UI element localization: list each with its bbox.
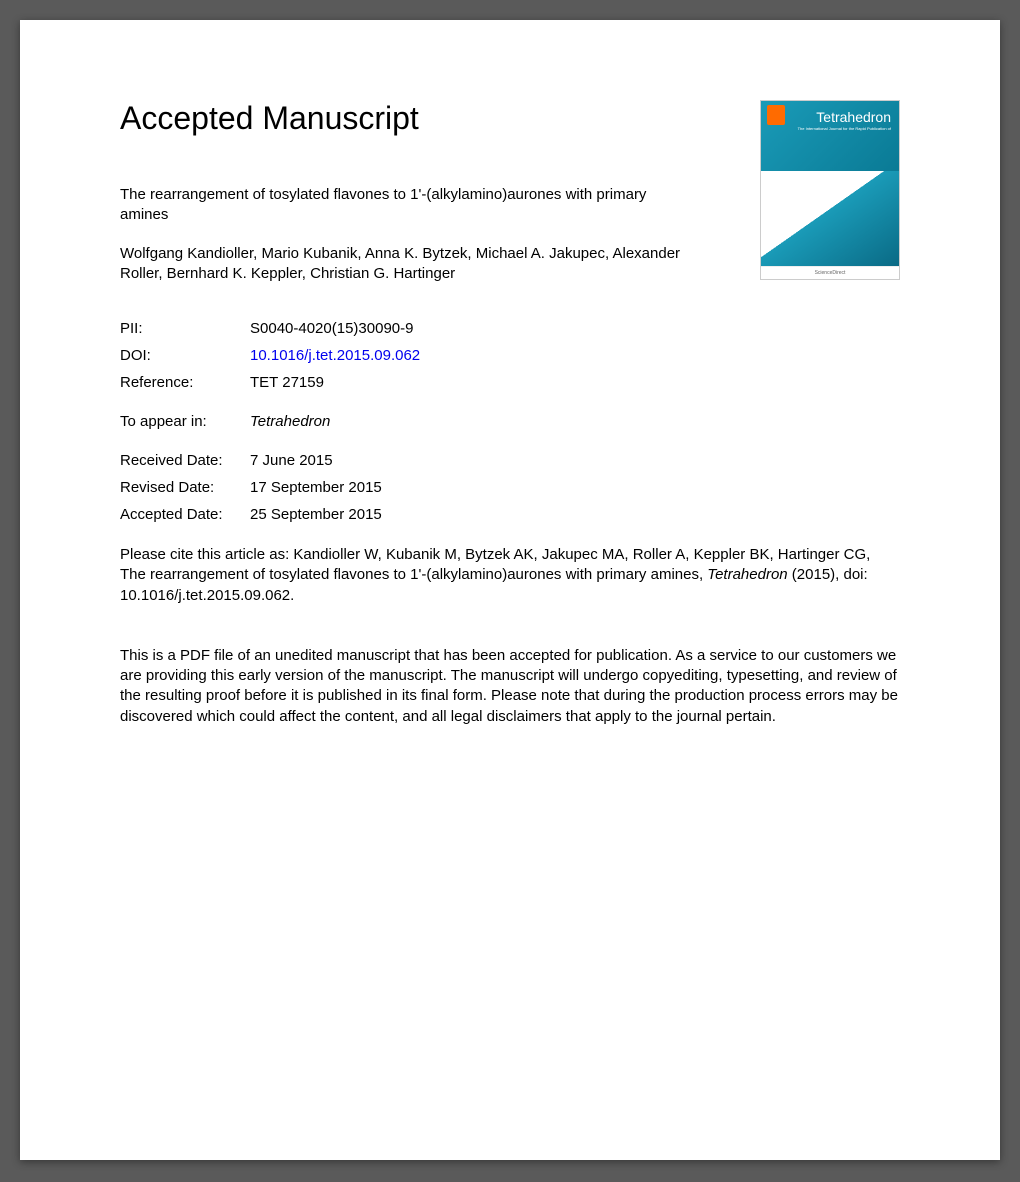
meta-row-doi: DOI: 10.1016/j.tet.2015.09.062 <box>120 347 900 364</box>
citation-journal: Tetrahedron <box>707 566 787 583</box>
meta-row-pii: PII: S0040-4020(15)30090-9 <box>120 320 900 337</box>
metadata-block-3: Received Date: 7 June 2015 Revised Date:… <box>120 452 900 523</box>
meta-label-accepted: Accepted Date: <box>120 506 250 523</box>
meta-label-pii: PII: <box>120 320 250 337</box>
cover-footer: ScienceDirect <box>761 266 899 280</box>
metadata-block-1: PII: S0040-4020(15)30090-9 DOI: 10.1016/… <box>120 320 900 391</box>
cover-header: Tetrahedron The International Journal fo… <box>761 101 899 171</box>
meta-row-accepted: Accepted Date: 25 September 2015 <box>120 506 900 523</box>
meta-label-received: Received Date: <box>120 452 250 469</box>
meta-label-to-appear: To appear in: <box>120 413 250 430</box>
manuscript-page: Tetrahedron The International Journal fo… <box>20 20 1000 1160</box>
article-title: The rearrangement of tosylated flavones … <box>120 185 680 226</box>
meta-label-doi: DOI: <box>120 347 250 364</box>
cover-graphic <box>761 171 899 266</box>
journal-cover-thumbnail: Tetrahedron The International Journal fo… <box>760 100 900 280</box>
author-list: Wolfgang Kandioller, Mario Kubanik, Anna… <box>120 244 700 285</box>
cover-journal-title: Tetrahedron <box>769 109 891 125</box>
cover-subtitle: The International Journal for the Rapid … <box>769 127 891 132</box>
meta-value-accepted: 25 September 2015 <box>250 506 382 523</box>
disclaimer-text: This is a PDF file of an unedited manusc… <box>120 646 900 727</box>
cover-diagonal-graphic <box>761 171 899 266</box>
meta-value-received: 7 June 2015 <box>250 452 333 469</box>
meta-value-reference: TET 27159 <box>250 374 324 391</box>
metadata-block-2: To appear in: Tetrahedron <box>120 413 900 430</box>
meta-label-revised: Revised Date: <box>120 479 250 496</box>
citation-text: Please cite this article as: Kandioller … <box>120 545 900 606</box>
meta-label-reference: Reference: <box>120 374 250 391</box>
meta-row-to-appear: To appear in: Tetrahedron <box>120 413 900 430</box>
meta-value-to-appear: Tetrahedron <box>250 413 330 430</box>
meta-row-reference: Reference: TET 27159 <box>120 374 900 391</box>
meta-value-pii: S0040-4020(15)30090-9 <box>250 320 413 337</box>
meta-row-revised: Revised Date: 17 September 2015 <box>120 479 900 496</box>
meta-value-revised: 17 September 2015 <box>250 479 382 496</box>
publisher-logo-icon <box>767 105 785 125</box>
meta-row-received: Received Date: 7 June 2015 <box>120 452 900 469</box>
doi-link[interactable]: 10.1016/j.tet.2015.09.062 <box>250 347 420 364</box>
